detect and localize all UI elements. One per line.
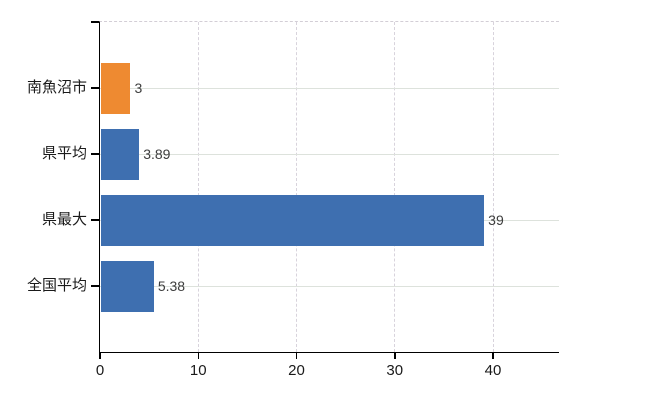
y-axis-tick [90, 87, 99, 89]
x-axis-label: 10 [189, 362, 207, 379]
bar-0 [101, 62, 131, 114]
h-gridline [100, 153, 559, 155]
v-gridline [296, 22, 297, 352]
bar-2 [101, 194, 485, 246]
x-axis-tick [492, 353, 494, 359]
x-axis-tick [99, 353, 101, 359]
h-gridline [100, 87, 559, 89]
y-axis-label: 南魚沼市 [26, 79, 87, 96]
bar-3 [101, 260, 154, 312]
plot-area: 3 3.89 39 5.38 [90, 21, 559, 353]
y-axis-tick [90, 219, 99, 221]
bar-1 [101, 128, 140, 180]
x-axis-label: 30 [386, 362, 404, 379]
h-gridline [100, 285, 559, 287]
x-axis-label: 0 [95, 362, 105, 379]
v-gridline [394, 22, 396, 352]
y-axis-label: 全国平均 [26, 277, 87, 294]
bar-value-label: 39 [488, 212, 504, 228]
x-axis-label: 20 [288, 362, 305, 379]
x-axis-tick [394, 353, 396, 359]
x-axis-tick [295, 353, 298, 359]
y-axis-label: 県平均 [41, 145, 87, 162]
y-axis-tick [90, 153, 99, 155]
bar-value-label: 3 [134, 80, 143, 96]
v-gridline [492, 22, 494, 352]
bar-value-label: 3.89 [143, 146, 171, 162]
y-axis-label: 県最大 [41, 211, 87, 228]
x-axis-label: 40 [484, 362, 502, 379]
v-gridline [197, 22, 199, 352]
y-axis-tick [90, 285, 99, 287]
x-axis-tick [197, 353, 199, 359]
bar-value-label: 5.38 [157, 278, 186, 294]
y-axis-cap-tick [90, 21, 99, 23]
